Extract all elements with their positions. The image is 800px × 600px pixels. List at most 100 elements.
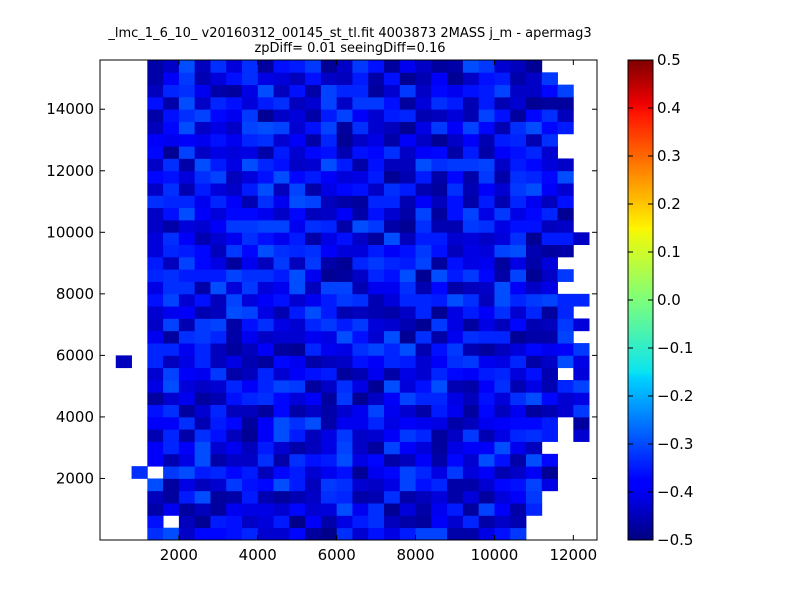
heatmap-cell bbox=[415, 72, 432, 86]
heatmap-cell bbox=[494, 416, 511, 430]
heatmap-cell bbox=[352, 72, 369, 86]
heatmap-cell bbox=[415, 404, 432, 418]
y-tick-label: 10000 bbox=[46, 223, 94, 241]
heatmap-cell bbox=[399, 269, 416, 282]
heatmap-cell bbox=[557, 109, 574, 122]
heatmap-cell bbox=[163, 281, 180, 295]
heatmap-cell bbox=[573, 318, 590, 332]
heatmap-cell bbox=[510, 306, 527, 319]
heatmap-cell bbox=[557, 220, 574, 233]
heatmap-cell bbox=[305, 441, 322, 455]
heatmap-cell bbox=[526, 293, 543, 307]
heatmap-cell bbox=[273, 416, 290, 430]
heatmap-cell bbox=[415, 416, 432, 430]
heatmap-cell bbox=[431, 478, 448, 492]
heatmap-cell bbox=[431, 367, 448, 381]
heatmap-cell bbox=[462, 453, 480, 467]
heatmap-cell bbox=[163, 318, 180, 332]
heatmap-cell bbox=[447, 416, 464, 430]
heatmap-cell bbox=[257, 503, 274, 516]
heatmap-cell bbox=[368, 133, 385, 147]
heatmap-cell bbox=[462, 527, 480, 541]
heatmap-cell bbox=[320, 355, 338, 369]
heatmap-cell bbox=[447, 281, 464, 295]
heatmap-cell bbox=[194, 183, 211, 196]
heatmap-cell bbox=[210, 380, 227, 393]
heatmap-cell bbox=[526, 109, 543, 122]
heatmap-cell bbox=[336, 146, 353, 159]
heatmap-cell bbox=[352, 84, 369, 98]
heatmap-cell bbox=[352, 133, 369, 147]
heatmap-cell bbox=[210, 343, 227, 356]
heatmap-cell bbox=[336, 527, 353, 541]
heatmap-cell bbox=[163, 466, 180, 479]
heatmap-cell bbox=[226, 146, 243, 159]
heatmap-cell bbox=[494, 429, 511, 442]
colorbar-tick-label: 0.2 bbox=[657, 195, 681, 213]
heatmap-cell bbox=[352, 281, 369, 295]
heatmap-cell bbox=[368, 318, 385, 332]
heatmap-cell bbox=[242, 490, 259, 504]
heatmap-cell bbox=[257, 244, 274, 258]
heatmap-cell bbox=[210, 158, 227, 172]
heatmap-cell bbox=[510, 183, 527, 196]
heatmap-cell bbox=[510, 392, 527, 406]
y-axis: 2000 4000 6000 8000 10000 12000 14000 bbox=[46, 100, 597, 487]
heatmap-cell bbox=[431, 232, 448, 246]
heatmap-cell bbox=[289, 367, 306, 381]
heatmap-cell bbox=[273, 318, 290, 332]
heatmap-cell bbox=[115, 355, 132, 369]
heatmap-cell bbox=[194, 416, 211, 430]
heatmap-cell bbox=[210, 441, 227, 455]
heatmap-cell bbox=[242, 170, 259, 184]
heatmap-cell bbox=[226, 392, 243, 406]
heatmap-cell bbox=[194, 72, 211, 86]
heatmap-cell bbox=[494, 441, 511, 455]
heatmap-cell bbox=[462, 84, 480, 98]
colorbar-tick-label: −0.5 bbox=[657, 531, 693, 549]
heatmap-cell bbox=[462, 503, 480, 516]
heatmap-cell bbox=[210, 416, 227, 430]
heatmap-cell bbox=[368, 306, 385, 319]
heatmap-cell bbox=[352, 453, 369, 467]
heatmap-cell bbox=[147, 121, 164, 135]
heatmap-cell bbox=[399, 478, 416, 492]
heatmap-cell bbox=[352, 343, 369, 356]
heatmap-cell bbox=[368, 121, 385, 135]
heatmap-cell bbox=[320, 453, 338, 467]
heatmap-cell bbox=[573, 232, 590, 246]
heatmap-cell bbox=[431, 158, 448, 172]
heatmap-cell bbox=[541, 232, 558, 246]
heatmap-cell bbox=[242, 84, 259, 98]
heatmap-cell bbox=[178, 195, 196, 209]
heatmap-cell bbox=[226, 466, 243, 479]
heatmap-cell bbox=[399, 527, 416, 541]
heatmap-cell bbox=[163, 60, 180, 73]
heatmap-cell bbox=[257, 146, 274, 159]
heatmap-cell bbox=[242, 416, 259, 430]
heatmap-cell bbox=[242, 96, 259, 110]
heatmap-cell bbox=[415, 133, 432, 147]
heatmap-cell bbox=[336, 232, 353, 246]
heatmap-cell bbox=[415, 207, 432, 221]
heatmap-cell bbox=[305, 96, 322, 110]
heatmap-cell bbox=[541, 220, 558, 233]
heatmap-cell bbox=[368, 367, 385, 381]
heatmap-cell bbox=[478, 207, 495, 221]
heatmap-cell bbox=[210, 355, 227, 369]
heatmap-cell bbox=[462, 441, 480, 455]
heatmap-cell bbox=[510, 133, 527, 147]
heatmap-cell bbox=[273, 527, 290, 541]
heatmap-cell bbox=[336, 96, 353, 110]
heatmap-cell bbox=[242, 72, 259, 86]
heatmap-cell bbox=[178, 330, 196, 344]
heatmap-cell bbox=[526, 72, 543, 86]
heatmap-cell bbox=[242, 466, 259, 479]
heatmap-cell bbox=[336, 84, 353, 98]
heatmap-cell bbox=[210, 404, 227, 418]
heatmap-cell bbox=[194, 306, 211, 319]
heatmap-cell bbox=[178, 453, 196, 467]
heatmap-cell bbox=[431, 453, 448, 467]
heatmap-cell bbox=[178, 269, 196, 282]
heatmap-cell bbox=[305, 121, 322, 135]
